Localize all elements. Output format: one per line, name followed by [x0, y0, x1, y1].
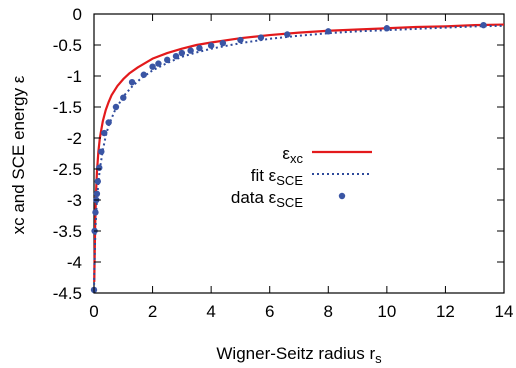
legend-label-data-sce: data εSCE: [231, 188, 303, 210]
x-tick-label: 10: [377, 302, 396, 321]
y-tick-label: -4.5: [53, 284, 82, 303]
y-tick-label: -3.5: [53, 222, 82, 241]
data-point-sce: [383, 25, 391, 32]
data-point-sce: [284, 31, 291, 38]
x-tick-label: 12: [436, 302, 455, 321]
data-point-sce: [172, 52, 180, 60]
series-line-fit-sce: [93, 24, 505, 290]
data-point-sce: [196, 44, 203, 52]
y-tick-label: -1.5: [53, 98, 82, 117]
plot-frame: [93, 13, 505, 294]
x-tick-label: 6: [265, 302, 274, 321]
data-point-sce: [98, 148, 105, 155]
y-tick-label: -2.5: [53, 160, 82, 179]
data-point-sce: [237, 36, 244, 44]
data-point-sce: [257, 34, 265, 41]
legend-label-xc: εxc: [282, 144, 303, 166]
y-tick-label: -3: [67, 191, 82, 210]
data-point-sce: [178, 49, 186, 57]
x-tick-label: 2: [148, 302, 157, 321]
data-point-sce: [219, 39, 227, 47]
legend: εxc fit εSCE data εSCE: [231, 144, 372, 210]
y-tick-label: -2: [67, 129, 82, 148]
y-tick-label: 0: [73, 5, 82, 24]
data-point-sce: [187, 47, 194, 54]
data-point-sce: [155, 60, 162, 67]
data-point-sce: [96, 164, 103, 171]
data-point-sce: [112, 103, 120, 111]
y-tick-label: -0.5: [53, 36, 82, 55]
data-point-sce: [128, 79, 136, 86]
data-point-sce: [120, 94, 127, 101]
data-point-sce: [164, 56, 171, 64]
y-tick-label: -4: [67, 253, 82, 272]
x-tick-label: 0: [89, 302, 98, 321]
legend-label-fit-sce: fit εSCE: [251, 166, 304, 188]
y-tick-label: -1: [67, 67, 82, 86]
data-point-sce: [92, 209, 99, 216]
x-axis-label: Wigner-Seitz radius rs: [216, 344, 382, 366]
data-point-sce: [480, 21, 487, 29]
data-point-sce: [93, 190, 101, 197]
x-tick-label: 4: [206, 302, 215, 321]
x-tick-label: 14: [495, 302, 514, 321]
x-tick-label: 8: [324, 302, 333, 321]
data-point-sce: [207, 42, 215, 49]
data-point-sce: [101, 129, 108, 137]
y-axis-label: xc and SCE energy ε: [9, 75, 28, 234]
data-point-sce: [105, 119, 112, 126]
data-point-sce: [140, 71, 147, 78]
data-point-sce: [94, 178, 102, 185]
legend-swatch-data-sce: [338, 192, 346, 200]
data-point-sce: [149, 63, 156, 70]
series-line-xc: [93, 23, 505, 282]
data-point-sce: [325, 28, 332, 35]
